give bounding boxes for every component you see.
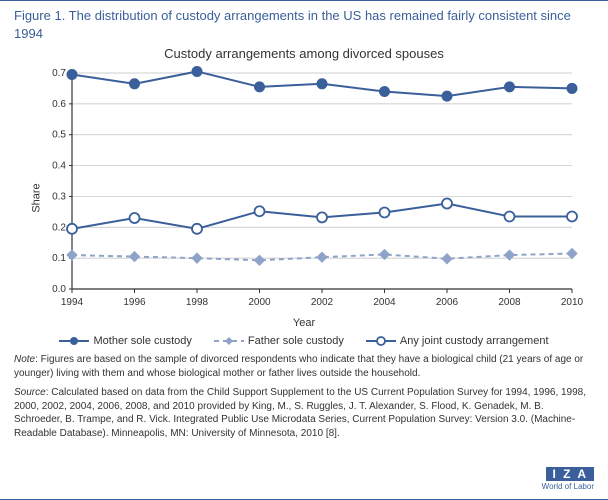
source-text: Source: Calculated based on data from th… <box>14 386 594 440</box>
legend-item: Mother sole custody <box>59 335 191 347</box>
svg-text:0.3: 0.3 <box>52 192 66 203</box>
svg-text:1996: 1996 <box>123 297 146 308</box>
legend-item: Any joint custody arrangement <box>366 335 549 347</box>
chart-area: Share 0.0 0.1 0.2 0.3 0.4 0.5 0.6 0.7 1994 1996 19… <box>24 63 584 333</box>
legend: Mother sole custody Father sole custody An… <box>14 335 594 347</box>
iza-logo-sub: World of Labor <box>542 483 594 491</box>
source-lead: Source <box>14 387 46 398</box>
svg-text:2010: 2010 <box>561 297 584 308</box>
note-body: : Figures are based on the sample of div… <box>14 354 583 379</box>
svg-text:1994: 1994 <box>61 297 84 308</box>
legend-label: Any joint custody arrangement <box>400 335 549 347</box>
svg-text:2000: 2000 <box>248 297 271 308</box>
chart-subtitle: Custody arrangements among divorced spou… <box>14 46 594 61</box>
legend-label: Father sole custody <box>248 335 344 347</box>
svg-text:0.5: 0.5 <box>52 130 66 141</box>
svg-text:0.0: 0.0 <box>52 284 66 295</box>
svg-text:0.1: 0.1 <box>52 253 66 264</box>
x-axis-label: Year <box>24 317 584 329</box>
svg-text:2004: 2004 <box>373 297 396 308</box>
legend-label: Mother sole custody <box>93 335 191 347</box>
svg-text:2006: 2006 <box>436 297 459 308</box>
legend-item: Father sole custody <box>214 335 344 347</box>
note-text: Note: Figures are based on the sample of… <box>14 353 594 380</box>
line-chart-svg: 0.0 0.1 0.2 0.3 0.4 0.5 0.6 0.7 1994 1996 1998 2000… <box>24 63 584 315</box>
svg-text:0.7: 0.7 <box>52 68 66 79</box>
note-lead: Note <box>14 354 35 365</box>
figure-title: Figure 1. The distribution of custody ar… <box>14 7 594 42</box>
svg-text:0.6: 0.6 <box>52 99 66 110</box>
svg-text:2008: 2008 <box>498 297 521 308</box>
iza-logo: I Z A World of Labor <box>542 466 594 491</box>
iza-logo-main: I Z A <box>546 467 594 481</box>
svg-text:1998: 1998 <box>186 297 209 308</box>
svg-text:0.4: 0.4 <box>52 161 66 172</box>
svg-text:2002: 2002 <box>311 297 334 308</box>
figure-container: Figure 1. The distribution of custody ar… <box>0 0 608 500</box>
svg-text:0.2: 0.2 <box>52 222 66 233</box>
source-body: : Calculated based on data from the Chil… <box>14 387 586 439</box>
y-axis-label: Share <box>31 183 43 212</box>
